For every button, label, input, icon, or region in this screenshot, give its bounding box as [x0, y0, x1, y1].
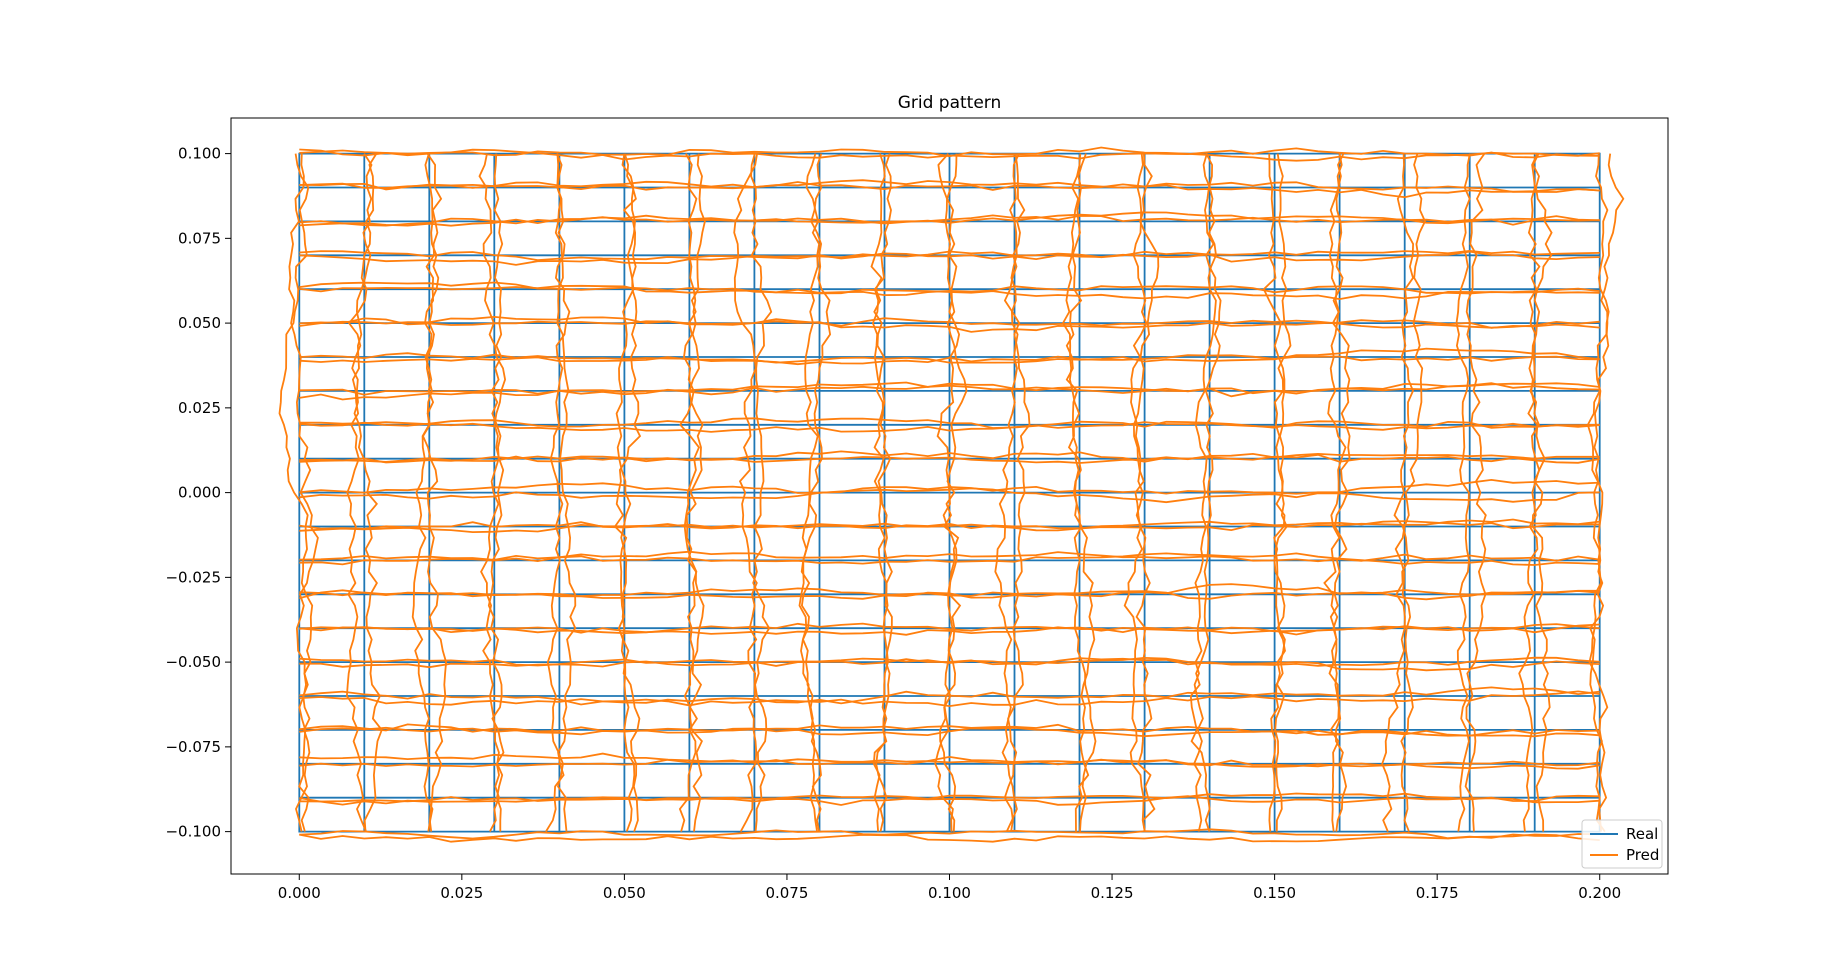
series-pred-line — [299, 656, 1600, 672]
y-tick-label: −0.050 — [165, 653, 221, 671]
x-tick-label: 0.150 — [1253, 884, 1296, 902]
series-pred-line — [1003, 153, 1031, 832]
series-pred-line — [1527, 153, 1553, 832]
series-pred-line — [299, 518, 1600, 534]
series-pred-line — [1273, 153, 1292, 832]
series-pred-line — [1455, 153, 1471, 832]
y-tick-label: 0.100 — [178, 145, 221, 163]
series-pred-line — [299, 421, 1600, 433]
series-pred-line — [299, 723, 1600, 738]
legend-label-real: Real — [1626, 825, 1658, 843]
series-pred-line — [1061, 153, 1096, 832]
series-pred-line — [299, 723, 1600, 738]
series-pred-line — [347, 153, 383, 832]
x-tick-label: 0.200 — [1578, 884, 1621, 902]
x-tick-label: 0.125 — [1091, 884, 1134, 902]
x-tick-label: 0.000 — [278, 884, 321, 902]
legend-label-pred: Pred — [1626, 846, 1659, 864]
series-pred-line — [1518, 153, 1541, 832]
series-pred-line — [299, 417, 1600, 429]
series-pred-line — [871, 153, 893, 832]
ticks-layer: 0.000 0.025 0.050 0.075 0.100 0.125 0.150 0.175… — [165, 145, 1621, 902]
y-tick-label: −0.025 — [165, 568, 221, 586]
series-pred-line — [288, 153, 319, 832]
x-tick-label: 0.175 — [1416, 884, 1459, 902]
series-pred-line — [299, 795, 1600, 806]
series-pred-line — [299, 520, 1600, 530]
x-tick-label: 0.100 — [928, 884, 971, 902]
series-pred-line — [546, 153, 571, 832]
chart-title: Grid pattern — [898, 93, 1002, 113]
series-pred-line — [299, 622, 1600, 636]
series-pred-line — [613, 153, 642, 832]
y-tick-label: −0.075 — [165, 738, 221, 756]
x-tick-label: 0.075 — [765, 884, 808, 902]
series-layer — [278, 146, 1625, 843]
series-pred-line — [299, 214, 1600, 227]
series-pred-line — [299, 828, 1600, 840]
series-pred-line — [299, 552, 1600, 566]
series-pred-line — [870, 153, 893, 832]
series-pred-line — [1132, 153, 1160, 832]
series-pred-line — [299, 690, 1600, 708]
x-tick-label: 0.050 — [603, 884, 646, 902]
series-pred-line — [299, 284, 1600, 301]
series-pred-line — [679, 153, 706, 832]
series-pred-line — [299, 623, 1600, 636]
x-tick-label: 0.025 — [440, 884, 483, 902]
series-pred-line — [299, 315, 1600, 329]
series-pred-line — [934, 153, 961, 832]
y-tick-label: 0.075 — [178, 229, 221, 247]
series-pred-line — [1065, 153, 1097, 832]
y-tick-label: 0.000 — [178, 484, 221, 502]
series-pred-line — [278, 153, 314, 832]
series-pred-line — [1123, 153, 1148, 832]
series-pred-line — [1189, 153, 1222, 832]
series-pred-line — [750, 153, 773, 832]
series-pred-line — [1381, 153, 1415, 832]
series-pred-line — [299, 317, 1600, 333]
series-pred-line — [299, 381, 1600, 401]
series-pred-line — [299, 179, 1600, 199]
series-pred-line — [678, 153, 705, 832]
series-pred-line — [299, 146, 1600, 162]
series-pred-line — [299, 656, 1600, 667]
series-pred-line — [1193, 153, 1217, 832]
series-pred-line — [299, 792, 1600, 806]
series-pred-line — [478, 153, 507, 833]
series-pred-line — [937, 153, 968, 832]
series-pred-line — [1394, 153, 1426, 832]
series-pred-line — [733, 153, 758, 833]
series-pred-line — [480, 153, 504, 832]
series-pred-line — [299, 180, 1600, 193]
series-pred-line — [615, 153, 641, 832]
series-pred-line — [1328, 153, 1351, 832]
series-pred-line — [299, 452, 1600, 464]
series-pred-line — [299, 587, 1600, 600]
legend: Real Pred — [1581, 819, 1663, 869]
y-tick-label: 0.025 — [178, 399, 221, 417]
series-pred-line — [299, 450, 1600, 464]
series-pred-line — [1586, 153, 1625, 832]
series-pred-line — [299, 550, 1600, 563]
series-pred-line — [299, 833, 1600, 843]
series-pred-line — [299, 211, 1600, 227]
series-pred-line — [798, 153, 822, 832]
series-pred-line — [545, 153, 577, 833]
series-pred-line — [411, 153, 440, 832]
series-pred-line — [345, 153, 373, 832]
series-pred-line — [299, 382, 1600, 398]
series-pred-line — [299, 250, 1600, 266]
series-pred-line — [299, 281, 1600, 297]
series-pred-line — [299, 347, 1600, 364]
y-tick-label: −0.100 — [165, 823, 221, 841]
series-pred-line — [1464, 153, 1487, 832]
y-tick-label: 0.050 — [178, 314, 221, 332]
series-pred-line — [421, 153, 448, 832]
